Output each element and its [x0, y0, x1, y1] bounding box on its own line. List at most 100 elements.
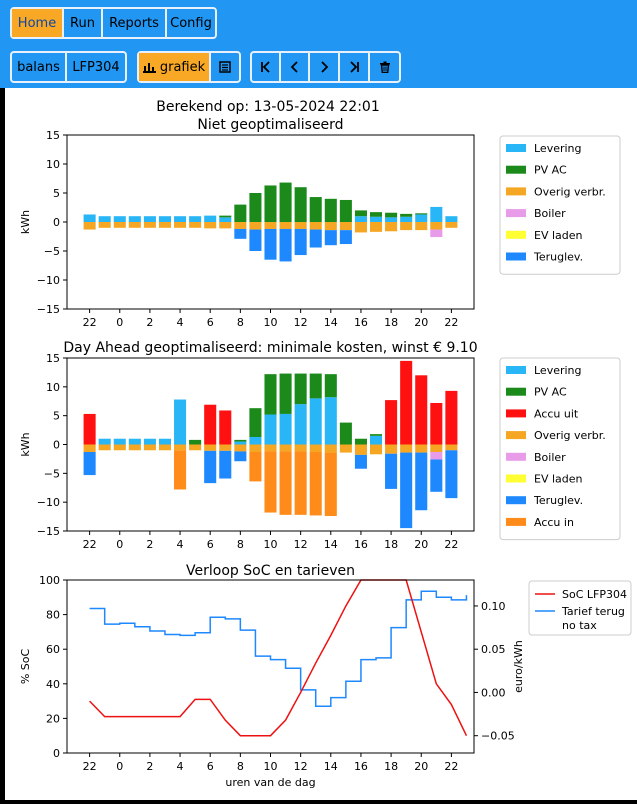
chart1-bar-overig-verbr-	[369, 222, 383, 232]
grafiek-button[interactable]: grafiek	[139, 53, 211, 81]
chart2-bar-overig-verbr-	[294, 444, 307, 452]
chart1-ytick-label: 10	[46, 158, 60, 171]
chart2-bar-accu-in	[294, 451, 307, 515]
nav-config-button[interactable]: Config	[170, 15, 212, 31]
chart1-bar-overig-verbr-	[339, 222, 352, 231]
chart1-legend-label: PV AC	[534, 164, 567, 177]
chart2-legend-label: Overig verbr.	[534, 429, 606, 442]
chart2-bar-accu-uit	[415, 375, 428, 445]
chart1-xtick-label: 6	[207, 316, 214, 329]
previous-button[interactable]	[281, 53, 310, 81]
chart3-ytick2-label: −0.05	[481, 730, 515, 743]
chart1-xtick-label: 0	[116, 316, 123, 329]
chart1-bar-levering	[385, 217, 398, 222]
chart1-bar-pv-ac	[234, 204, 247, 222]
chart1-bar-pv-ac	[264, 185, 277, 222]
chart1-bar-overig-verbr-	[400, 222, 413, 231]
chart2-xtick-label: 16	[354, 538, 368, 551]
chart1-xtick-label: 10	[264, 316, 278, 329]
balans-button[interactable]: balans	[12, 53, 67, 81]
nav-reports-button[interactable]: Reports	[103, 9, 167, 37]
chart2-bar-pv-ac	[369, 434, 383, 436]
trash-icon	[379, 61, 390, 73]
chart1-bar-overig-verbr-	[234, 222, 247, 229]
chart3-legend-soc-label: SoC LFP304	[562, 588, 627, 601]
chart2-bar-overig-verbr-	[400, 444, 413, 453]
chart3-tarief-line	[89, 590, 468, 708]
battery-select-button[interactable]: LFP304	[72, 59, 120, 75]
chart1-bar-levering	[83, 214, 96, 222]
chart2-bar-levering	[249, 437, 262, 445]
chart3-xtick-label: 4	[177, 760, 184, 773]
next-button[interactable]	[310, 53, 340, 81]
chart2-bar-overig-verbr-	[354, 444, 367, 455]
chart2-bar-levering	[158, 438, 172, 445]
nav-run-button[interactable]: Run	[64, 9, 103, 37]
chart2-bar-pv-ac	[339, 422, 352, 445]
chart2-legend-swatch	[506, 496, 526, 505]
chart2-bar-accu-in	[309, 451, 322, 516]
chart2-xtick-label: 22	[83, 538, 97, 551]
chart3-xtick-label: 14	[324, 760, 338, 773]
delete-button[interactable]	[370, 53, 399, 81]
chart2-bar-overig-verbr-	[98, 444, 111, 451]
chart1-bar-overig-verbr-	[445, 222, 458, 228]
chart3-ytick-label: 40	[46, 678, 60, 691]
chart2-bar-teruglev-	[204, 450, 217, 484]
chart1-bar-levering	[158, 216, 172, 222]
chart2-bar-overig-verbr-	[113, 444, 126, 451]
chart3-xtick-label: 22	[83, 760, 97, 773]
nav-home-button[interactable]: Home	[12, 9, 64, 37]
chart1-bar-pv-ac	[354, 210, 367, 217]
chart2-bar-overig-verbr-	[385, 444, 398, 454]
chart2-bar-levering	[369, 435, 383, 445]
chart1-legend-label: Boiler	[534, 207, 566, 220]
chart1-bar-overig-verbr-	[158, 222, 172, 228]
chart3-xtick-label: 20	[414, 760, 428, 773]
chart1-bar-levering	[128, 216, 141, 222]
chart2-bar-overig-verbr-	[83, 444, 96, 452]
chart1-bar-levering	[143, 216, 156, 222]
chart1-legend-swatch	[506, 144, 526, 152]
chart2-bar-pv-ac	[264, 374, 277, 415]
chart1-bar-pv-ac	[294, 187, 307, 222]
chart3-xtick-label: 2	[146, 760, 153, 773]
chart1-bar-overig-verbr-	[294, 222, 307, 229]
chart2-bar-overig-verbr-	[369, 444, 383, 455]
chart2-legend-label: Teruglev.	[533, 494, 583, 507]
chart1-bar-overig-verbr-	[354, 222, 367, 233]
chart1-xtick-label: 8	[237, 316, 244, 329]
chart2-bar-overig-verbr-	[143, 444, 156, 451]
chart2-bar-overig-verbr-	[324, 444, 337, 453]
first-button[interactable]	[252, 53, 281, 81]
chart2-xtick-label: 12	[294, 538, 308, 551]
table-view-button[interactable]	[211, 53, 239, 81]
chart1-legend	[499, 135, 621, 275]
chart3-legend-tarief-label: Tarief terug	[561, 605, 625, 618]
chart2-bar-accu-uit	[400, 360, 413, 445]
chart1-bar-pv-ac	[339, 199, 352, 222]
chart1-bar-teruglev-	[309, 229, 322, 248]
chart2-title: Day Ahead geoptimaliseerd: minimale kost…	[63, 340, 477, 356]
chart1-bar-overig-verbr-	[83, 222, 96, 230]
chart2-legend-label: Accu in	[534, 516, 574, 529]
chart1-xtick-label: 12	[294, 316, 308, 329]
chart2-bar-overig-verbr-	[430, 444, 443, 452]
chart-icon	[142, 63, 156, 73]
chart2-xtick-label: 2	[146, 538, 153, 551]
chart2-bar-pv-ac	[234, 439, 247, 442]
chart1-bar-levering	[430, 206, 443, 222]
chart1-xtick-label: 4	[177, 316, 184, 329]
chart1-bar-teruglev-	[249, 229, 262, 251]
chart1-ytick-label: −10	[37, 274, 60, 287]
chart1-bar-overig-verbr-	[189, 222, 202, 228]
last-button[interactable]	[340, 53, 370, 81]
chart2-xtick-label: 8	[237, 538, 244, 551]
chart1-bar-pv-ac	[249, 193, 262, 222]
chart1-xtick-label: 20	[414, 316, 428, 329]
chart2-xtick-label: 18	[384, 538, 398, 551]
chart3-legend-tarief-label2: no tax	[562, 619, 597, 632]
chart2-bar-levering	[294, 404, 307, 445]
chart1-bar-levering	[415, 214, 428, 222]
chart2-bar-accu-uit	[83, 413, 96, 445]
